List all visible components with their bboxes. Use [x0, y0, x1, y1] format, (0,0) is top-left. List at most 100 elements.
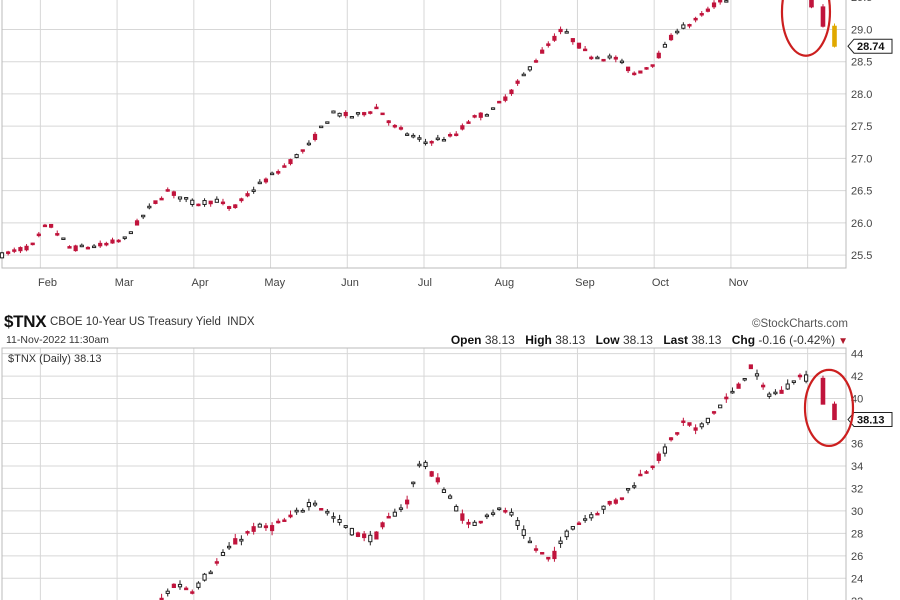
x-tick-label: Sep: [575, 277, 595, 289]
candle-body: [485, 115, 488, 117]
candle: [620, 59, 623, 64]
candle-body: [663, 44, 666, 47]
candle: [252, 187, 255, 194]
candle-body: [762, 385, 765, 387]
candle-body: [301, 510, 304, 512]
candle-body: [393, 125, 396, 127]
candle-body: [620, 61, 623, 63]
candle-body: [172, 192, 175, 196]
y-tick-label: 26.0: [851, 218, 872, 230]
candle: [485, 513, 488, 519]
candle-body: [706, 418, 709, 422]
candle-body: [694, 428, 697, 430]
y-tick-label: 27.5: [851, 121, 872, 133]
candle-body: [399, 508, 402, 510]
candle-body: [608, 56, 611, 58]
candle-body: [295, 510, 298, 512]
candle: [166, 588, 169, 596]
candle: [725, 393, 728, 403]
candle-body: [50, 224, 53, 227]
candle: [375, 104, 378, 109]
last-value-label: 38.13: [857, 415, 885, 427]
candle-body: [461, 126, 464, 129]
candle: [719, 0, 722, 5]
candle: [332, 110, 335, 113]
candle: [792, 381, 795, 385]
candle: [0, 252, 3, 259]
candle-body: [7, 252, 10, 254]
candle: [688, 423, 691, 427]
candle: [338, 515, 341, 526]
candle-body: [178, 197, 181, 199]
candle-body: [479, 521, 482, 523]
candle-body: [712, 3, 715, 7]
candle-body: [332, 111, 335, 113]
candle-body: [498, 508, 501, 510]
candle-body: [203, 574, 206, 580]
candle: [387, 513, 390, 518]
candle-body: [669, 438, 672, 440]
candle-body: [344, 526, 347, 528]
candle-body: [166, 190, 169, 192]
candle-body: [743, 379, 746, 381]
candle: [639, 71, 642, 74]
candle: [246, 191, 249, 197]
candle: [80, 244, 83, 248]
candle: [571, 526, 574, 530]
x-tick-label: Jul: [418, 277, 432, 289]
candle-body: [289, 515, 292, 517]
candle-body: [375, 532, 378, 539]
candle: [25, 244, 28, 251]
candle-body: [221, 202, 224, 204]
candle-body: [528, 67, 531, 70]
candle-body: [228, 546, 231, 548]
y-tick-label: 27.0: [851, 153, 872, 165]
candle-body: [602, 506, 605, 509]
candle-body: [737, 384, 740, 388]
candle: [19, 246, 22, 253]
candle-body: [43, 225, 46, 227]
candle-body: [491, 108, 494, 110]
candle: [320, 126, 323, 128]
candle-body: [375, 107, 378, 109]
candle: [56, 230, 59, 236]
candle: [749, 365, 752, 369]
candle: [221, 549, 224, 556]
candle-body: [209, 201, 212, 204]
y-tick-label: 22: [851, 596, 863, 600]
candle-body: [307, 143, 310, 145]
candle: [412, 133, 415, 138]
candle-body: [424, 462, 427, 466]
candle: [307, 499, 310, 511]
candle-body: [320, 509, 323, 511]
candle: [461, 510, 464, 524]
candle-body: [442, 490, 445, 493]
candle-body: [252, 527, 255, 532]
candle: [504, 508, 507, 514]
x-tick-label: Mar: [115, 277, 134, 289]
candle-body: [541, 553, 544, 555]
x-tick-label: Aug: [495, 277, 515, 289]
candle-body: [547, 44, 550, 46]
candle: [197, 203, 200, 206]
candle: [510, 89, 513, 96]
candle-body: [455, 506, 458, 511]
candle: [780, 386, 783, 393]
candle: [663, 444, 666, 457]
candle-body: [277, 172, 280, 174]
candle: [209, 201, 212, 207]
candle-body: [412, 135, 415, 137]
candle-body: [62, 238, 65, 240]
y-tick-label: 30: [851, 506, 863, 518]
y-tick-label: 24: [851, 573, 863, 585]
y-tick-label: 36: [851, 438, 863, 450]
candle-body: [700, 14, 703, 16]
candle: [688, 24, 691, 29]
candle: [135, 219, 138, 226]
candle: [626, 488, 629, 493]
candle: [798, 373, 801, 379]
candle-body: [105, 243, 108, 245]
candle-body: [148, 206, 151, 208]
candle: [369, 111, 372, 115]
candle-body: [534, 61, 537, 63]
